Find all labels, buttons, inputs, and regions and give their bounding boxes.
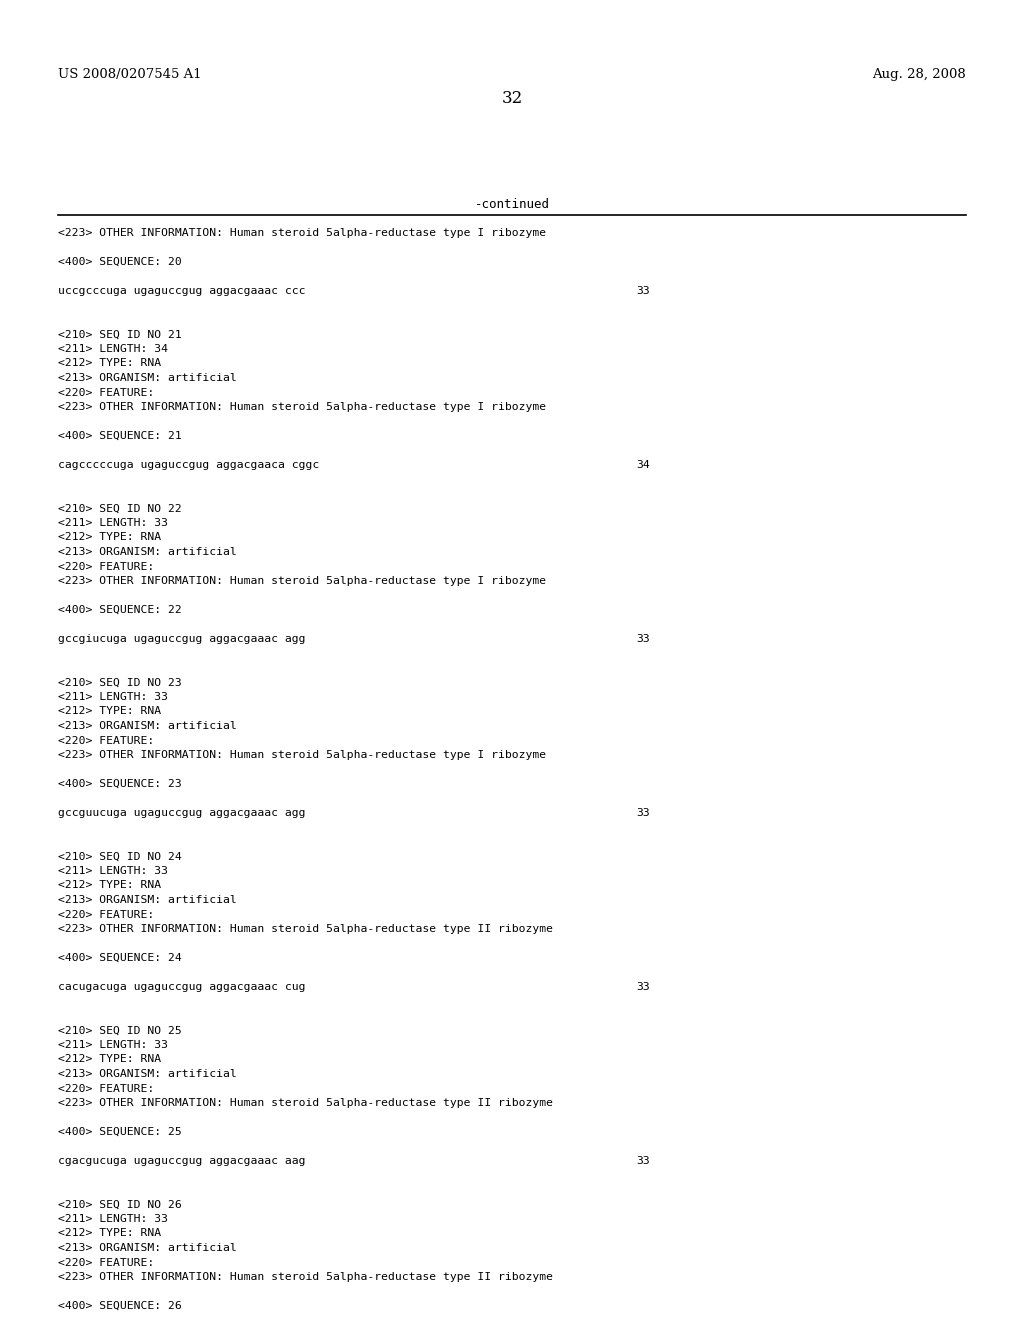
Text: <212> TYPE: RNA: <212> TYPE: RNA	[58, 706, 161, 717]
Text: <400> SEQUENCE: 21: <400> SEQUENCE: 21	[58, 432, 181, 441]
Text: <210> SEQ ID NO 26: <210> SEQ ID NO 26	[58, 1200, 181, 1209]
Text: <211> LENGTH: 34: <211> LENGTH: 34	[58, 345, 168, 354]
Text: <223> OTHER INFORMATION: Human steroid 5alpha-reductase type I ribozyme: <223> OTHER INFORMATION: Human steroid 5…	[58, 228, 546, 238]
Text: <223> OTHER INFORMATION: Human steroid 5alpha-reductase type II ribozyme: <223> OTHER INFORMATION: Human steroid 5…	[58, 1098, 553, 1107]
Text: 33: 33	[636, 1156, 650, 1166]
Text: <212> TYPE: RNA: <212> TYPE: RNA	[58, 1055, 161, 1064]
Text: <212> TYPE: RNA: <212> TYPE: RNA	[58, 359, 161, 368]
Text: <223> OTHER INFORMATION: Human steroid 5alpha-reductase type I ribozyme: <223> OTHER INFORMATION: Human steroid 5…	[58, 576, 546, 586]
Text: <210> SEQ ID NO 25: <210> SEQ ID NO 25	[58, 1026, 181, 1035]
Text: <223> OTHER INFORMATION: Human steroid 5alpha-reductase type I ribozyme: <223> OTHER INFORMATION: Human steroid 5…	[58, 750, 546, 760]
Text: 33: 33	[636, 286, 650, 296]
Text: cacugacuga ugaguccgug aggacgaaac cug: cacugacuga ugaguccgug aggacgaaac cug	[58, 982, 305, 993]
Text: 34: 34	[636, 459, 650, 470]
Text: <210> SEQ ID NO 22: <210> SEQ ID NO 22	[58, 503, 181, 513]
Text: <220> FEATURE:: <220> FEATURE:	[58, 1084, 155, 1093]
Text: <213> ORGANISM: artificial: <213> ORGANISM: artificial	[58, 374, 237, 383]
Text: 33: 33	[636, 982, 650, 993]
Text: Aug. 28, 2008: Aug. 28, 2008	[872, 69, 966, 81]
Text: <211> LENGTH: 33: <211> LENGTH: 33	[58, 866, 168, 876]
Text: <210> SEQ ID NO 21: <210> SEQ ID NO 21	[58, 330, 181, 339]
Text: cagcccccuga ugaguccgug aggacgaaca cggc: cagcccccuga ugaguccgug aggacgaaca cggc	[58, 459, 319, 470]
Text: <211> LENGTH: 33: <211> LENGTH: 33	[58, 692, 168, 702]
Text: -continued: -continued	[474, 198, 550, 211]
Text: <400> SEQUENCE: 20: <400> SEQUENCE: 20	[58, 257, 181, 267]
Text: <213> ORGANISM: artificial: <213> ORGANISM: artificial	[58, 1243, 237, 1253]
Text: <400> SEQUENCE: 25: <400> SEQUENCE: 25	[58, 1127, 181, 1137]
Text: <220> FEATURE:: <220> FEATURE:	[58, 735, 155, 746]
Text: <400> SEQUENCE: 26: <400> SEQUENCE: 26	[58, 1302, 181, 1311]
Text: cgacgucuga ugaguccgug aggacgaaac aag: cgacgucuga ugaguccgug aggacgaaac aag	[58, 1156, 305, 1166]
Text: <220> FEATURE:: <220> FEATURE:	[58, 561, 155, 572]
Text: <212> TYPE: RNA: <212> TYPE: RNA	[58, 1229, 161, 1238]
Text: <213> ORGANISM: artificial: <213> ORGANISM: artificial	[58, 1069, 237, 1078]
Text: <210> SEQ ID NO 23: <210> SEQ ID NO 23	[58, 677, 181, 688]
Text: uccgcccuga ugaguccgug aggacgaaac ccc: uccgcccuga ugaguccgug aggacgaaac ccc	[58, 286, 305, 296]
Text: <213> ORGANISM: artificial: <213> ORGANISM: artificial	[58, 895, 237, 906]
Text: 32: 32	[502, 90, 522, 107]
Text: <223> OTHER INFORMATION: Human steroid 5alpha-reductase type I ribozyme: <223> OTHER INFORMATION: Human steroid 5…	[58, 403, 546, 412]
Text: US 2008/0207545 A1: US 2008/0207545 A1	[58, 69, 202, 81]
Text: <211> LENGTH: 33: <211> LENGTH: 33	[58, 1040, 168, 1049]
Text: <212> TYPE: RNA: <212> TYPE: RNA	[58, 532, 161, 543]
Text: <213> ORGANISM: artificial: <213> ORGANISM: artificial	[58, 721, 237, 731]
Text: gccguucuga ugaguccgug aggacgaaac agg: gccguucuga ugaguccgug aggacgaaac agg	[58, 808, 305, 818]
Text: <223> OTHER INFORMATION: Human steroid 5alpha-reductase type II ribozyme: <223> OTHER INFORMATION: Human steroid 5…	[58, 924, 553, 935]
Text: <211> LENGTH: 33: <211> LENGTH: 33	[58, 1214, 168, 1224]
Text: <220> FEATURE:: <220> FEATURE:	[58, 388, 155, 397]
Text: <400> SEQUENCE: 24: <400> SEQUENCE: 24	[58, 953, 181, 964]
Text: gccgiucuga ugaguccgug aggacgaaac agg: gccgiucuga ugaguccgug aggacgaaac agg	[58, 634, 305, 644]
Text: <213> ORGANISM: artificial: <213> ORGANISM: artificial	[58, 546, 237, 557]
Text: <210> SEQ ID NO 24: <210> SEQ ID NO 24	[58, 851, 181, 862]
Text: <400> SEQUENCE: 22: <400> SEQUENCE: 22	[58, 605, 181, 615]
Text: <212> TYPE: RNA: <212> TYPE: RNA	[58, 880, 161, 891]
Text: <223> OTHER INFORMATION: Human steroid 5alpha-reductase type II ribozyme: <223> OTHER INFORMATION: Human steroid 5…	[58, 1272, 553, 1282]
Text: <220> FEATURE:: <220> FEATURE:	[58, 1258, 155, 1267]
Text: <220> FEATURE:: <220> FEATURE:	[58, 909, 155, 920]
Text: 33: 33	[636, 808, 650, 818]
Text: <211> LENGTH: 33: <211> LENGTH: 33	[58, 517, 168, 528]
Text: <400> SEQUENCE: 23: <400> SEQUENCE: 23	[58, 779, 181, 789]
Text: 33: 33	[636, 634, 650, 644]
